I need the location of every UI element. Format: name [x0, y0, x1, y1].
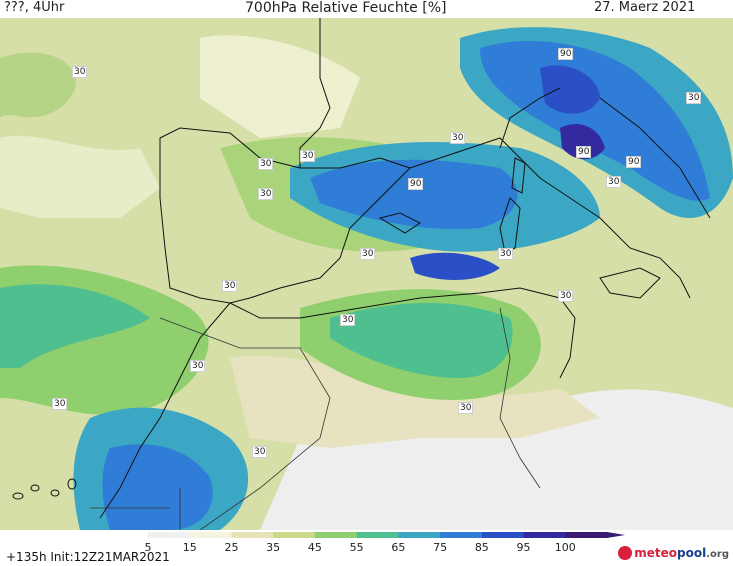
- colorbar-segment: [231, 532, 274, 538]
- colorbar-segment: [148, 532, 191, 538]
- forecast-run-label: +135h Init:12Z21MAR2021: [6, 550, 170, 564]
- title-bar: ???, 4Uhr 700hPa Relative Feuchte [%] 27…: [0, 0, 733, 18]
- green-area-northwest: [0, 52, 77, 118]
- chart-title: 700hPa Relative Feuchte [%]: [245, 0, 447, 16]
- colorbar-tick-label: 25: [224, 541, 239, 554]
- contour-label: 30: [498, 248, 514, 260]
- contour-label: 30: [252, 446, 268, 458]
- blue-area-west-africa: [102, 444, 213, 530]
- meteopool-logo[interactable]: meteopool.org: [618, 546, 729, 560]
- contour-label: 30: [340, 314, 356, 326]
- colorbar-segment: [273, 532, 316, 538]
- colorbar-tick-label: 15: [182, 541, 197, 554]
- contour-label: 30: [52, 398, 68, 410]
- contour-label: 90: [408, 178, 424, 190]
- contour-label: 30: [258, 188, 274, 200]
- colorbar-segment: [565, 532, 608, 538]
- coastline-south-france-italy: [409, 137, 691, 299]
- coastline-north-africa: [229, 287, 576, 379]
- dark-blue-area-north-italy: [540, 65, 600, 114]
- colorbar-gradient: [148, 532, 625, 538]
- colorbar-tick-label: 45: [307, 541, 322, 554]
- colorbar-segment: [523, 532, 566, 538]
- blue-area-balearic: [310, 159, 518, 229]
- teal-area-north-africa: [330, 303, 513, 378]
- date-label: 27. Maerz 2021: [594, 0, 696, 15]
- colorbar-tick-label: 85: [474, 541, 489, 554]
- dark-blue-area-tunisia-sea: [410, 252, 500, 280]
- coastline-sicily: [599, 267, 661, 299]
- colorbar-tick-label: 95: [516, 541, 531, 554]
- colorbar-segment: [189, 532, 232, 538]
- meteopool-logo-icon: [618, 546, 633, 560]
- contour-label: 30: [686, 92, 702, 104]
- colorbar-segment: [398, 532, 441, 538]
- colorbar-tick-label: 100: [554, 541, 576, 554]
- contour-label: 90: [626, 156, 642, 168]
- blue-area-italy: [480, 40, 710, 201]
- contour-label: 30: [300, 150, 316, 162]
- humidity-map: [0, 18, 733, 530]
- borders: [90, 307, 541, 530]
- coastline-corsica: [511, 157, 526, 194]
- logo-part-3: .org: [706, 549, 729, 560]
- island-1: [12, 492, 24, 500]
- contour-label: 30: [606, 176, 622, 188]
- dry-area-atlas: [230, 355, 600, 448]
- purple-area-central-italy: [560, 124, 605, 160]
- contour-label: 30: [458, 402, 474, 414]
- contour-label: 30: [72, 66, 88, 78]
- colorbar-tick-label: 5: [144, 541, 152, 554]
- contour-label: 90: [576, 146, 592, 158]
- colorbar-segment: [356, 532, 399, 538]
- contour-label: 90: [558, 48, 574, 60]
- logo-part-1: meteo: [634, 546, 678, 560]
- logo-part-2: pool: [677, 546, 707, 560]
- coastline-balearic: [378, 212, 421, 234]
- colorbar-segment: [481, 532, 525, 538]
- border-algeria-tunisia-libya: [499, 307, 541, 489]
- colorbar-segment: [440, 532, 483, 538]
- colorbar: 5 15 25 35 45 55 65 75 85 95 100: [0, 530, 733, 566]
- contour-label: 30: [558, 290, 574, 302]
- colorbar-tick-label: 65: [391, 541, 406, 554]
- map-panel: 30 30 30 30 30 30 30 30 30 30 30 30 30 3…: [0, 18, 733, 530]
- valid-time-label: ???, 4Uhr: [4, 0, 65, 15]
- colorbar-tick-label: 35: [266, 541, 281, 554]
- contour-label: 30: [258, 158, 274, 170]
- contour-label: 30: [450, 132, 466, 144]
- island-2: [30, 484, 40, 492]
- coastline-adriatic: [599, 97, 711, 219]
- canary-islands: [12, 478, 77, 500]
- colorbar-tick-label: 75: [433, 541, 448, 554]
- coastline-morocco: [99, 302, 231, 519]
- contour-label: 30: [222, 280, 238, 292]
- light-area-atlantic: [0, 135, 160, 218]
- colorbar-arrow: [607, 532, 625, 538]
- teal-area-atlantic: [0, 284, 150, 368]
- border-morocco-algeria: [159, 317, 331, 530]
- island-3: [50, 489, 60, 497]
- island-4: [67, 478, 77, 490]
- coastline-ligurian: [499, 87, 561, 149]
- colorbar-tick-label: 55: [349, 541, 364, 554]
- colorbar-segment: [314, 532, 358, 538]
- contour-label: 30: [190, 360, 206, 372]
- contour-label: 30: [360, 248, 376, 260]
